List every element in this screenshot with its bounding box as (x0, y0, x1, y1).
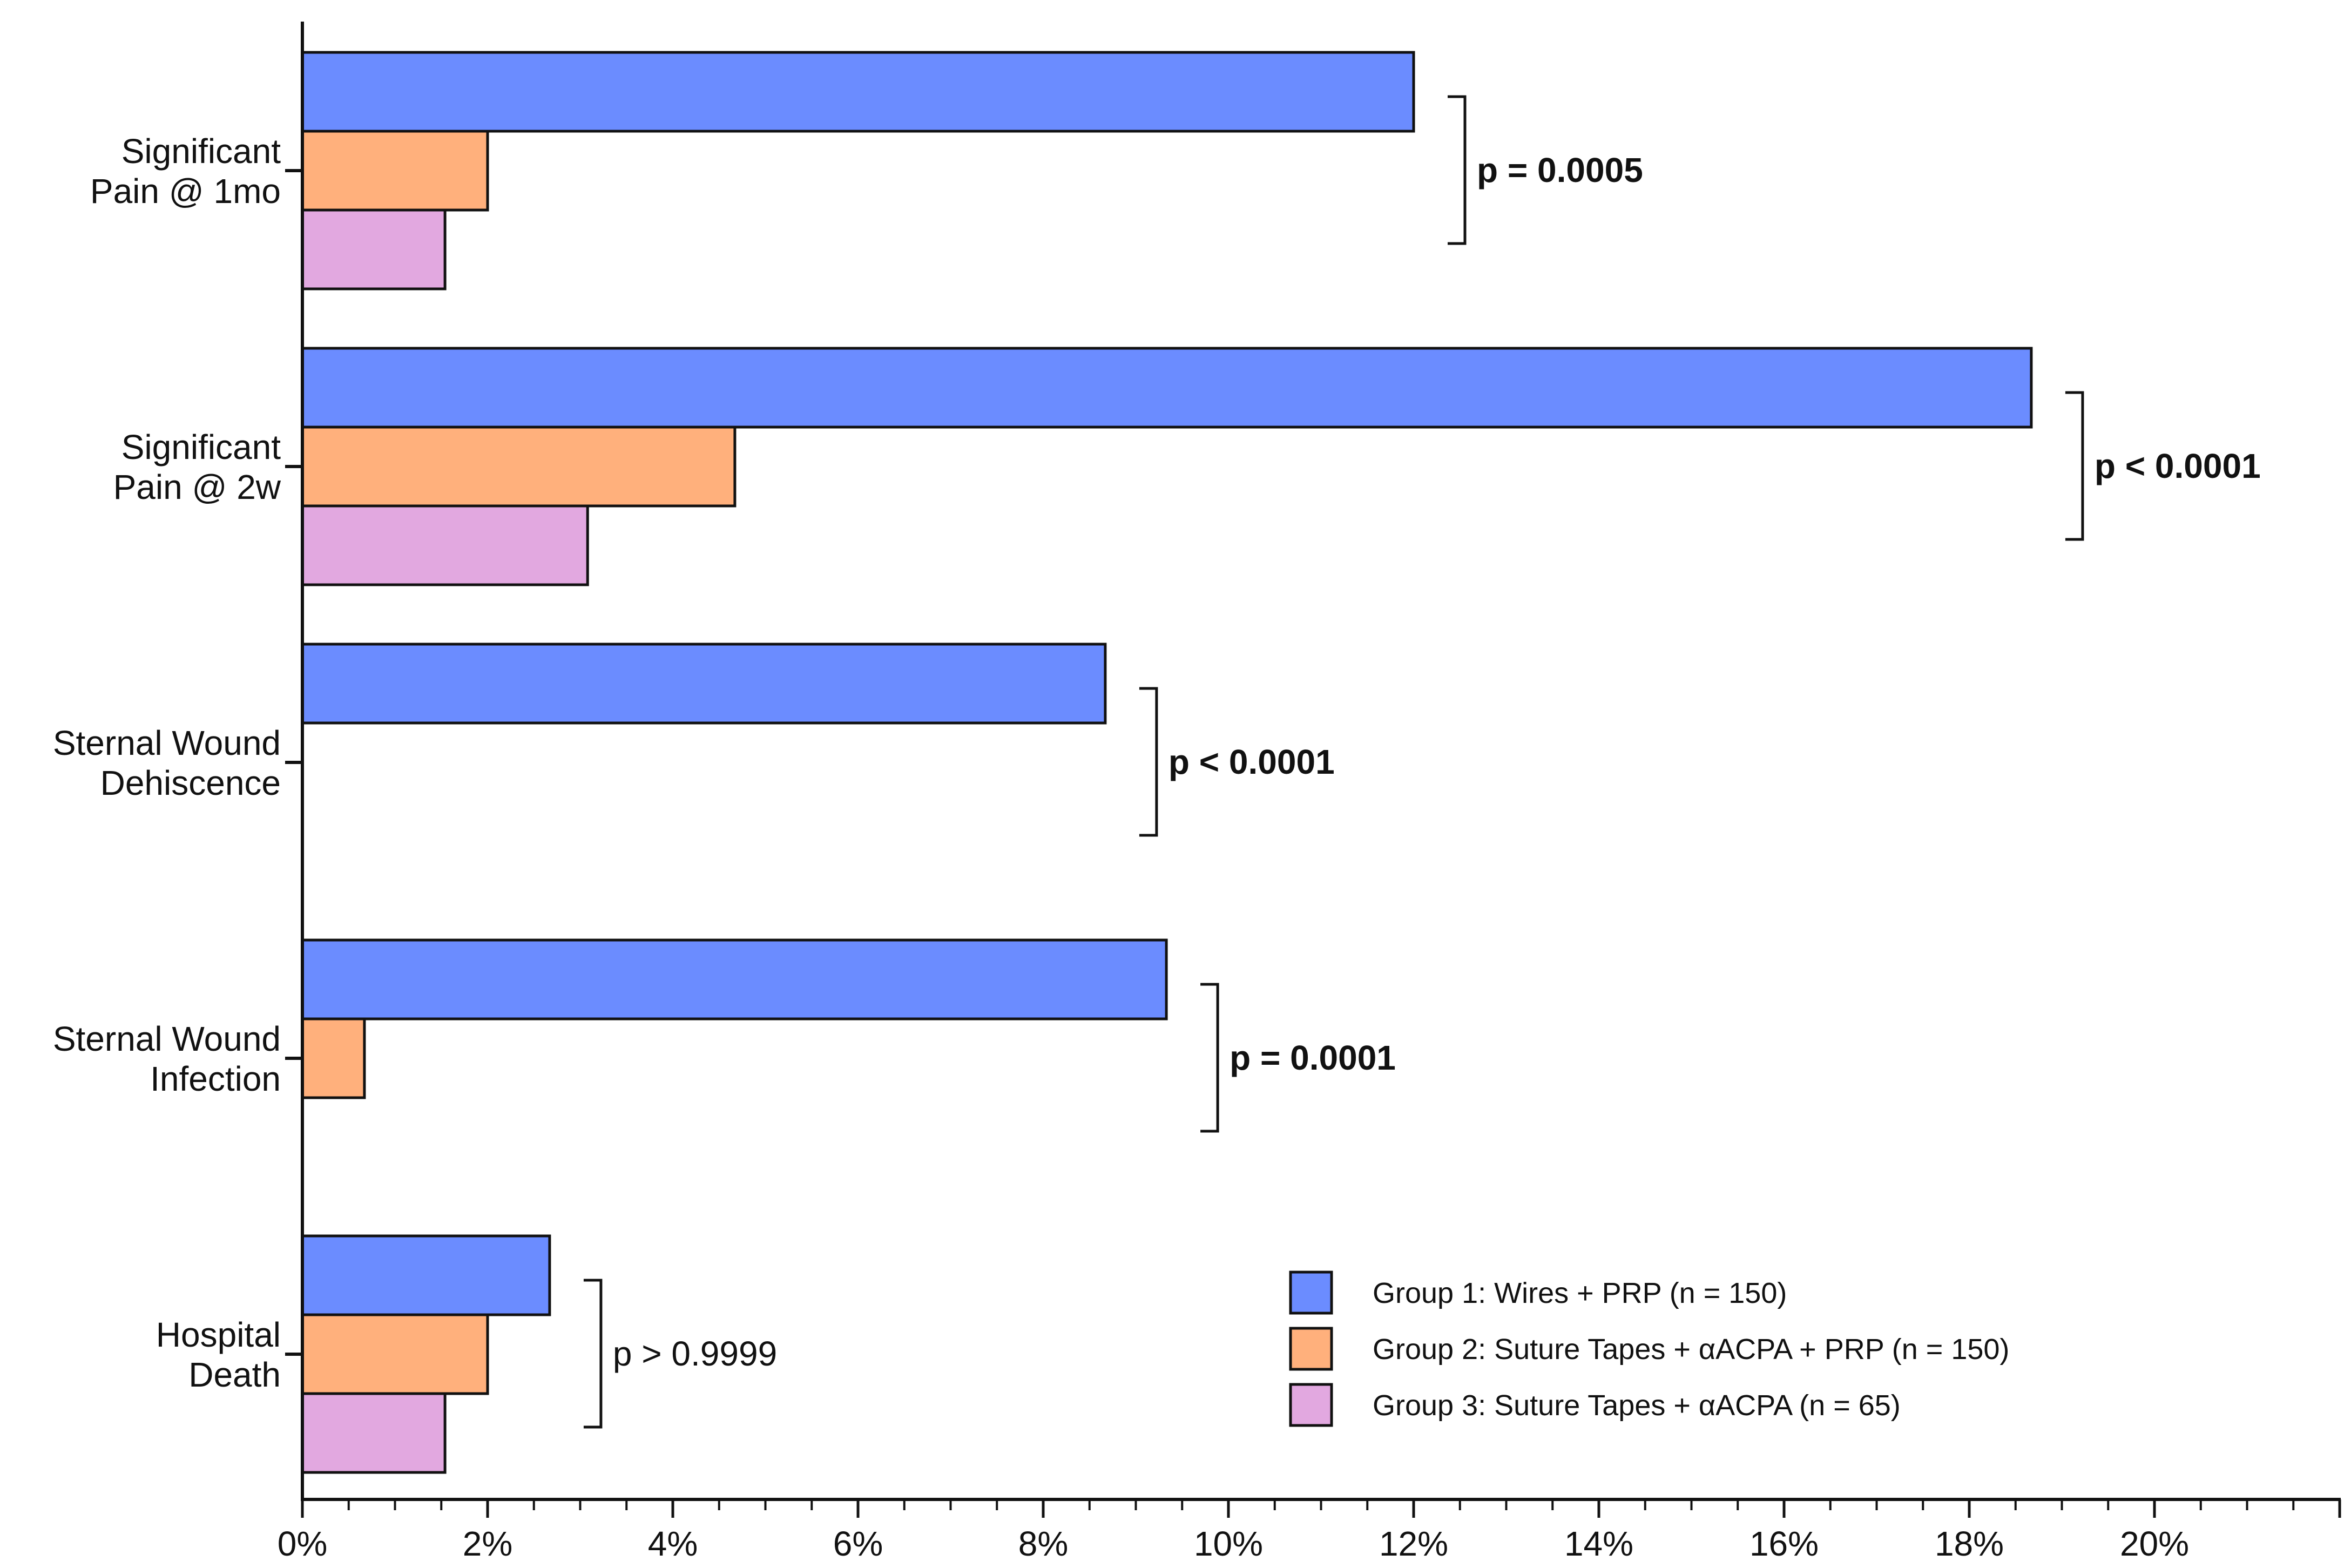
legend-swatch-group-2 (1289, 1327, 1333, 1371)
significance-bracket (2065, 391, 2084, 541)
significance-bracket (1448, 95, 1467, 245)
category-label-line: Significant (121, 132, 281, 171)
category-label-line: Significant (121, 428, 281, 467)
p-value-label: p < 0.0001 (1168, 742, 1335, 781)
legend-label-group-2: Group 2: Suture Tapes + αACPA + PRP (n =… (1373, 1333, 2009, 1366)
bar-1-group-2 (301, 130, 489, 212)
p-value-label: p = 0.0001 (1230, 1038, 1396, 1077)
bar-4-group-1 (301, 938, 1168, 1020)
category-label-line: Pain @ 1mo (90, 172, 281, 211)
axes-layer (285, 22, 2341, 1518)
category-label-line: Sternal Wound (53, 1019, 281, 1058)
legend-swatch-group-1 (1289, 1270, 1333, 1315)
legend-swatch-group-3 (1289, 1383, 1333, 1427)
bar-1-group-1 (301, 51, 1415, 133)
p-value-label: p = 0.0005 (1477, 151, 1643, 190)
significance-bracket (1200, 983, 1219, 1133)
bar-4-group-2 (301, 1017, 366, 1099)
x-tick-label: 14% (1564, 1524, 1633, 1563)
significance-bracket (1139, 687, 1158, 837)
significance-bracket (583, 1279, 603, 1429)
x-tick-label: 2% (463, 1524, 513, 1563)
bar-2-group-2 (301, 425, 737, 508)
bar-2-group-3 (301, 504, 589, 586)
legend-label-group-3: Group 3: Suture Tapes + αACPA (n = 65) (1373, 1389, 1901, 1422)
x-tick-label: 18% (1935, 1524, 2004, 1563)
category-label-line: Death (188, 1355, 281, 1394)
legend-label-group-1: Group 1: Wires + PRP (n = 150) (1373, 1277, 1787, 1309)
x-tick-label: 10% (1194, 1524, 1263, 1563)
bar-1-group-3 (301, 208, 447, 290)
p-value-label: p < 0.0001 (2095, 447, 2261, 485)
bars-layer (301, 51, 2033, 1474)
category-label-line: Sternal Wound (53, 724, 281, 762)
bar-5-group-2 (301, 1313, 489, 1395)
category-label-line: Infection (150, 1059, 281, 1098)
x-tick-label: 4% (648, 1524, 698, 1563)
x-tick-label: 20% (2120, 1524, 2189, 1563)
x-tick-label: 16% (1749, 1524, 1819, 1563)
bar-5-group-3 (301, 1392, 447, 1474)
category-label-line: Hospital (156, 1315, 281, 1354)
bar-5-group-1 (301, 1234, 551, 1316)
category-label-line: Dehiscence (100, 763, 281, 802)
x-tick-labels: 0% 2% 4% 6% 8% 10% 12% 14% 16% 18% 20% (278, 1524, 2189, 1563)
category-label-line: Pain @ 2w (113, 468, 281, 506)
legend: Group 1: Wires + PRP (n = 150) Group 2: S… (1289, 1270, 2009, 1427)
x-tick-label: 12% (1379, 1524, 1448, 1563)
x-tick-label: 6% (833, 1524, 883, 1563)
bar-3-group-1 (301, 643, 1107, 725)
x-tick-label: 0% (278, 1524, 328, 1563)
p-value-annotations: p = 0.0005 p < 0.0001 p < 0.0001 p = 0.0001… (583, 95, 2261, 1429)
p-value-label: p > 0.9999 (613, 1334, 777, 1373)
bar-2-group-1 (301, 347, 2033, 429)
x-tick-label: 8% (1018, 1524, 1069, 1563)
